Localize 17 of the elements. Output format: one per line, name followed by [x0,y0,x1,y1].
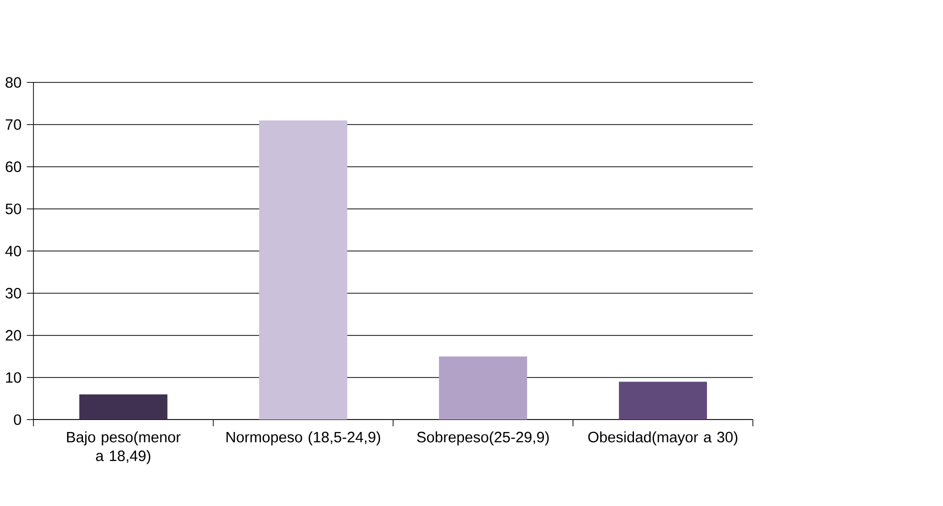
y-tick-label: 10 [6,372,22,383]
y-tick-label: 20 [6,330,22,341]
y-tick-label: 60 [6,162,22,172]
x-tick-label: Sobrepeso(25-29,9) [417,431,549,446]
bar [618,382,707,420]
bar [438,356,528,420]
y-tick-label: 40 [5,246,22,256]
y-tick-label: 0 [14,414,22,426]
bar [79,394,168,420]
x-tick-label: Normopeso (18,5-24,9) [226,431,380,446]
x-tick-label: Bajo peso(menor a 18,49) [67,431,181,464]
bar [259,120,348,420]
y-tick-label: 30 [6,288,22,299]
y-tick-label: 70 [6,119,22,130]
y-tick-label: 80 [6,77,22,88]
x-tick-label: Obesidad(mayor a 30) [588,431,738,446]
y-tick-label: 50 [6,204,22,214]
